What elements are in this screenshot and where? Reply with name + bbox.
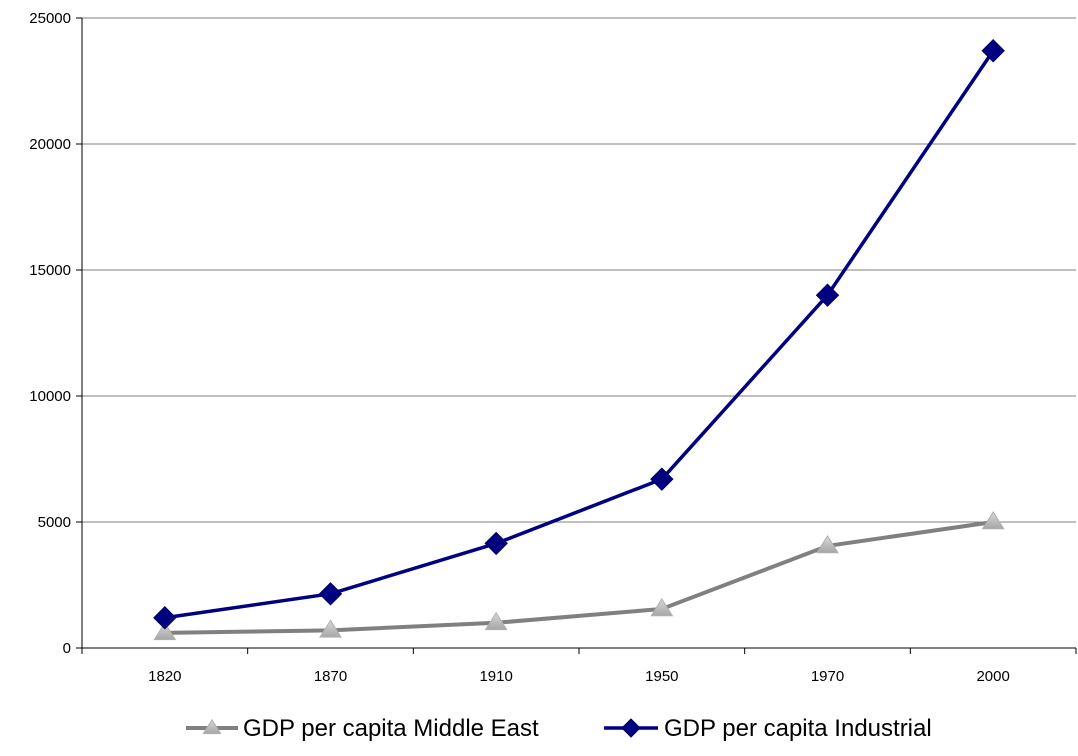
x-tick-label: 1970 <box>811 668 844 685</box>
data-point <box>484 531 508 556</box>
legend-entry-middle-east: GDP per capita Middle East <box>186 715 539 742</box>
legend: GDP per capita Middle East GDP per capita… <box>186 715 932 742</box>
data-point <box>650 597 674 617</box>
data-point <box>484 611 508 631</box>
x-tick-label: 1820 <box>148 668 181 685</box>
data-point <box>318 582 343 606</box>
y-tick-label: 10000 <box>29 388 71 405</box>
series-line <box>164 520 994 635</box>
data-point <box>815 283 840 307</box>
legend-label: GDP per capita Middle East <box>243 715 539 742</box>
x-tick-label: 1870 <box>314 668 347 685</box>
legend-marker <box>202 718 222 735</box>
gridlines <box>82 17 1076 523</box>
series-middle-east <box>153 511 1005 641</box>
legend-marker <box>621 718 641 738</box>
data-point <box>153 606 177 630</box>
x-tick-label: 1910 <box>479 668 512 685</box>
x-tick-label: 1950 <box>645 668 678 685</box>
legend-entry-industrial: GDP per capita Industrial <box>604 715 932 742</box>
data-point <box>650 467 674 491</box>
y-tick-label: 5000 <box>38 514 71 531</box>
x-tick-labels: 1820 1870 1910 1950 1970 2000 <box>148 668 1010 685</box>
y-tick-label: 20000 <box>29 136 71 153</box>
data-point <box>319 619 342 638</box>
y-tick-label: 25000 <box>29 10 71 27</box>
x-tick-label: 2000 <box>976 668 1009 685</box>
data-point <box>981 39 1005 63</box>
data-point <box>816 534 839 554</box>
series <box>153 39 1005 641</box>
series-line <box>164 49 995 620</box>
y-tick-label: 15000 <box>29 262 71 279</box>
y-tick-labels: 0 5000 10000 15000 20000 25000 <box>29 10 71 657</box>
data-point <box>153 621 177 641</box>
series-industrial <box>153 39 1005 630</box>
y-tick-label: 0 <box>63 640 71 657</box>
legend-label: GDP per capita Industrial <box>664 715 932 742</box>
data-point <box>981 511 1005 530</box>
axes <box>76 17 1077 654</box>
